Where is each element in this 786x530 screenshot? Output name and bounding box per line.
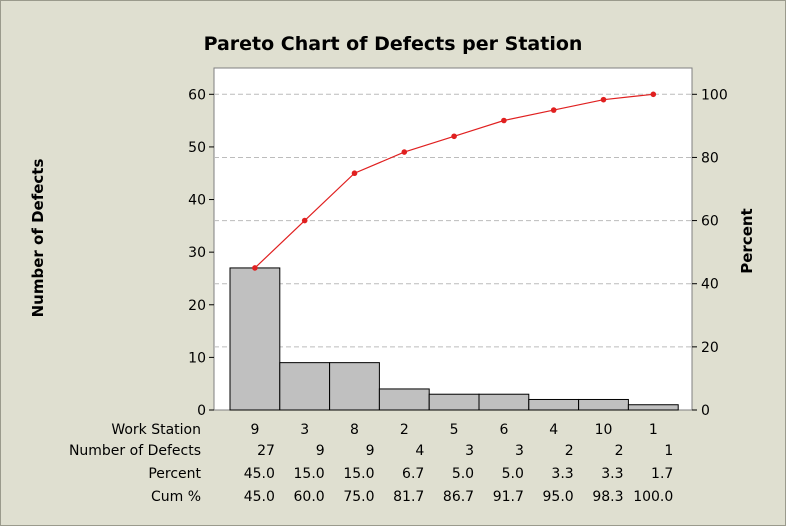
y2-tick-label: 0 bbox=[701, 403, 710, 419]
table-work-station-cell: 8 bbox=[350, 422, 359, 438]
table-number-of-defects-cell: 27 bbox=[257, 443, 275, 459]
cum-point-1 bbox=[650, 91, 657, 98]
table-row-label: Cum % bbox=[151, 489, 201, 505]
table-percent-cell: 3.3 bbox=[551, 466, 573, 482]
bar-4 bbox=[528, 398, 580, 411]
cumulative-line bbox=[252, 91, 657, 271]
table-work-station-cell: 4 bbox=[549, 422, 558, 438]
table-cum-percent-cell: 100.0 bbox=[633, 489, 673, 505]
cum-point-6 bbox=[501, 117, 507, 124]
table-cum-percent-cell: 75.0 bbox=[343, 489, 374, 505]
y2-tick-label: 60 bbox=[701, 214, 719, 230]
axes: 0 10 20 30 40 50 60 0 20 40 60 80 100 bbox=[188, 87, 728, 419]
table-percent-cell: 45.0 bbox=[244, 466, 275, 482]
table-number-of-defects-cell: 4 bbox=[415, 443, 424, 459]
y2-tick-label: 40 bbox=[701, 277, 719, 293]
table-work-station-cell: 10 bbox=[595, 422, 613, 438]
y2-tick-label: 100 bbox=[701, 87, 728, 103]
table-cum-percent-cell: 98.3 bbox=[592, 489, 623, 505]
table-row-label: Percent bbox=[148, 466, 201, 482]
table-percent-cell: 1.7 bbox=[651, 466, 673, 482]
table-cum-percent-cell: 45.0 bbox=[244, 489, 275, 505]
cum-point-8 bbox=[351, 170, 358, 177]
bar-10 bbox=[578, 398, 629, 411]
table-cum-percent-cell: 91.7 bbox=[493, 489, 524, 505]
cum-point-5 bbox=[451, 133, 457, 140]
cum-point-10 bbox=[600, 96, 607, 103]
table-cum-percent-cell: 81.7 bbox=[393, 489, 424, 505]
y-axis-label: Number of Defects bbox=[29, 159, 47, 318]
chart-title: Pareto Chart of Defects per Station bbox=[204, 33, 583, 55]
table-work-station-cell: 5 bbox=[450, 422, 459, 438]
y2-axis-label: Percent bbox=[738, 208, 756, 273]
table-number-of-defects-cell: 3 bbox=[465, 443, 474, 459]
bar-9 bbox=[229, 267, 281, 411]
table-number-of-defects-cell: 1 bbox=[664, 443, 673, 459]
y-tick-label: 50 bbox=[188, 140, 206, 156]
table-row-label: Number of Defects bbox=[69, 443, 201, 459]
bar-3 bbox=[279, 362, 331, 411]
table-work-station-cell: 6 bbox=[499, 422, 508, 438]
table-work-station-cell: 2 bbox=[400, 422, 409, 438]
table-percent-cell: 5.0 bbox=[502, 466, 524, 482]
y2-tick-label: 20 bbox=[701, 340, 719, 356]
bar-1 bbox=[627, 404, 679, 411]
y-tick-label: 30 bbox=[188, 245, 206, 261]
table-row-label: Work Station bbox=[111, 422, 201, 438]
bar-2 bbox=[378, 388, 430, 411]
y2-tick-label: 80 bbox=[701, 150, 719, 166]
y-tick-label: 20 bbox=[188, 298, 206, 314]
y-tick-label: 40 bbox=[188, 193, 206, 209]
table-work-station-cell: 3 bbox=[300, 422, 309, 438]
table-work-station-cell: 9 bbox=[250, 422, 259, 438]
plot-area bbox=[213, 67, 693, 411]
y-tick-label: 0 bbox=[197, 403, 206, 419]
table-percent-cell: 3.3 bbox=[601, 466, 623, 482]
table-cum-percent-cell: 95.0 bbox=[543, 489, 574, 505]
y-tick-label: 60 bbox=[188, 87, 206, 103]
bar-6 bbox=[478, 393, 530, 411]
table-number-of-defects-cell: 9 bbox=[316, 443, 325, 459]
bars bbox=[229, 267, 679, 411]
table-percent-cell: 15.0 bbox=[343, 466, 374, 482]
table-work-station-cell: 1 bbox=[649, 422, 658, 438]
cum-point-4 bbox=[550, 107, 557, 113]
table-number-of-defects-cell: 2 bbox=[565, 443, 574, 459]
table-percent-cell: 6.7 bbox=[402, 466, 424, 482]
bar-5 bbox=[428, 393, 480, 411]
table-cum-percent-cell: 86.7 bbox=[443, 489, 474, 505]
table-percent-cell: 15.0 bbox=[294, 466, 325, 482]
table-percent-cell: 5.0 bbox=[452, 466, 474, 482]
cum-point-3 bbox=[301, 217, 308, 224]
table-number-of-defects-cell: 2 bbox=[615, 443, 624, 459]
table-number-of-defects-cell: 3 bbox=[515, 443, 524, 459]
pareto-data-table: Work Station Number of Defects Percent Cum … bbox=[69, 422, 673, 505]
table-number-of-defects-cell: 9 bbox=[366, 443, 375, 459]
cum-point-2 bbox=[401, 149, 408, 155]
cum-point-9 bbox=[252, 265, 258, 271]
table-cum-percent-cell: 60.0 bbox=[294, 489, 325, 505]
bar-8 bbox=[329, 362, 380, 411]
y-tick-label: 10 bbox=[188, 350, 206, 366]
